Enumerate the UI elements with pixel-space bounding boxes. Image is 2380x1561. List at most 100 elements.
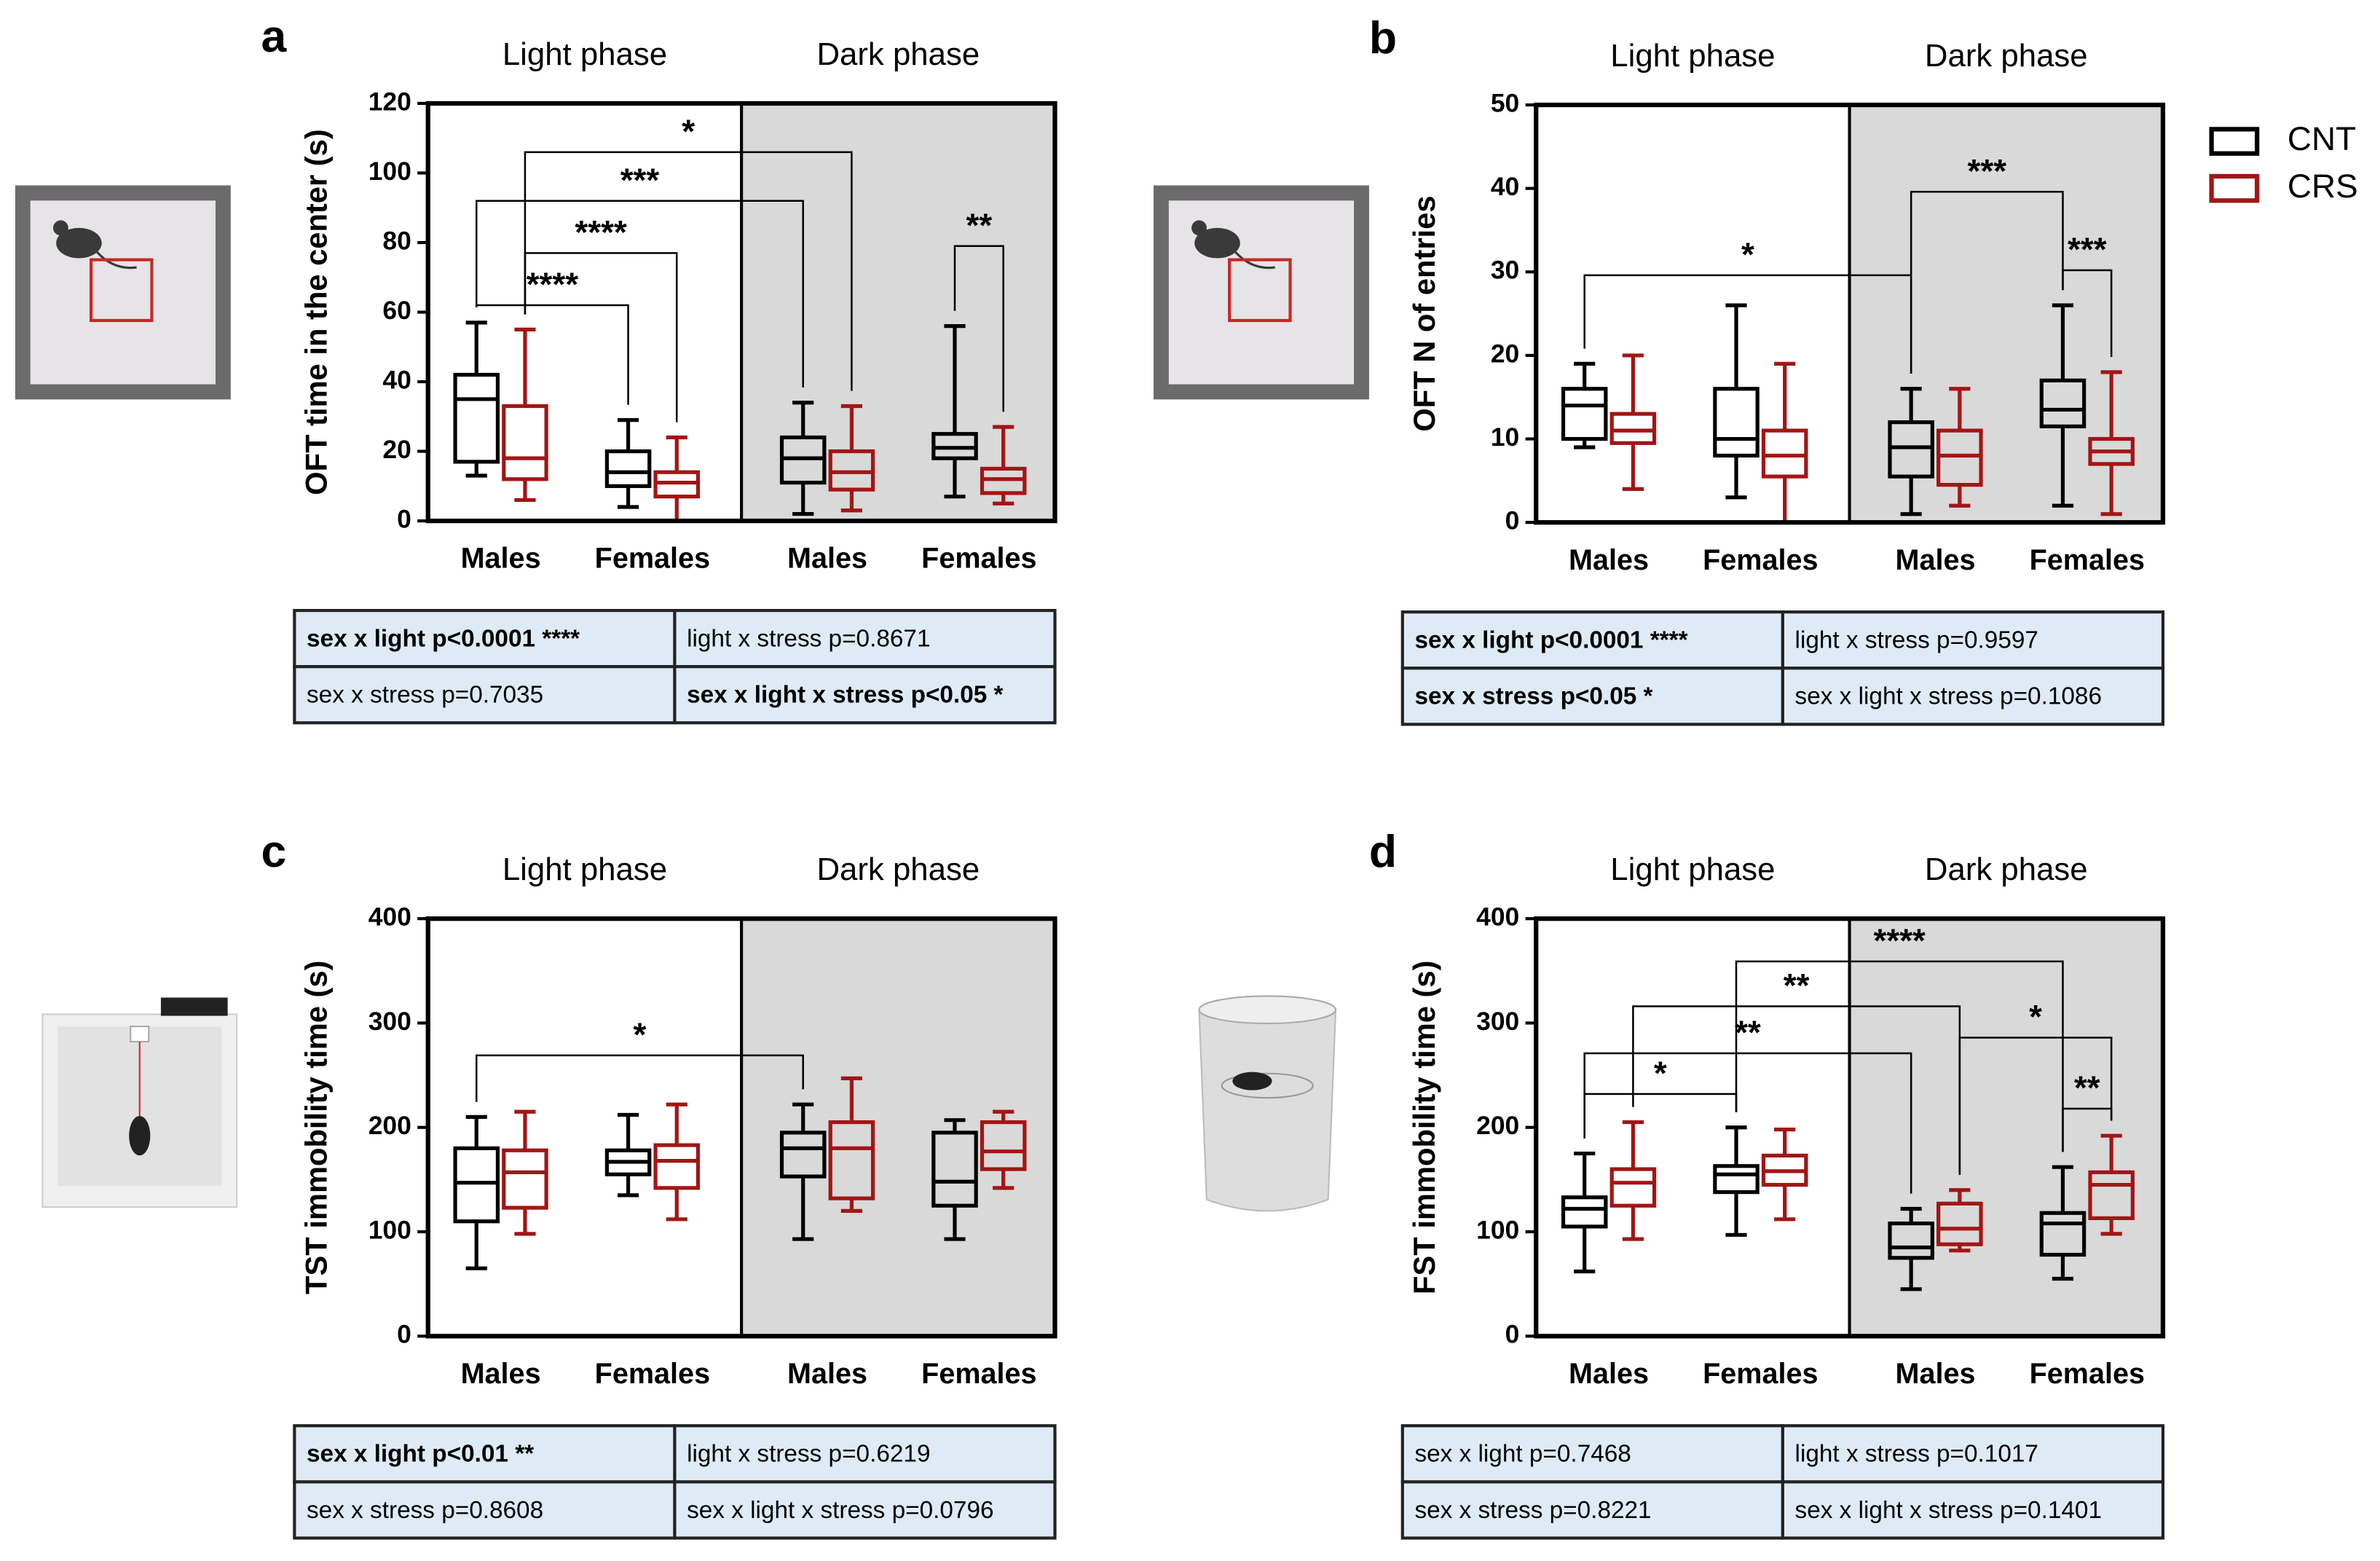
legend-swatch: [2209, 173, 2260, 203]
x-tick-label: Males: [1896, 544, 1976, 576]
phase-label: Dark phase: [816, 36, 980, 72]
icon-forced-swim: [1198, 995, 1337, 1212]
box: [980, 1120, 1027, 1171]
significance-label: ****: [527, 265, 579, 303]
y-tick-label: 20: [382, 435, 411, 464]
legend-label: CRS: [2288, 167, 2358, 205]
panel-letter: c: [261, 826, 286, 877]
x-tick-label: Males: [787, 1358, 867, 1390]
table-text: sex x stress p=0.7035: [307, 682, 543, 709]
table-cell: [293, 608, 677, 669]
phase-label: Dark phase: [1925, 852, 2088, 887]
x-tick-label: Females: [595, 1358, 710, 1390]
table-text: sex x light p<0.01 **: [307, 1441, 534, 1468]
y-tick-label: 60: [382, 296, 411, 325]
y-axis-label: OFT N of entries: [1407, 196, 1441, 432]
significance-bracket: [524, 151, 853, 391]
table-text: sex x light p<0.0001 ****: [1414, 627, 1687, 654]
significance-label: ****: [575, 213, 627, 251]
table-cell: [293, 665, 677, 725]
y-axis-label: OFT time in the center (s): [299, 129, 334, 495]
panel-letter: d: [1369, 826, 1397, 877]
y-axis-label: TST immobility time (s): [299, 961, 334, 1294]
y-tick-label: 400: [369, 903, 411, 932]
table-cell: [673, 665, 1057, 725]
y-tick-label: 200: [369, 1111, 411, 1140]
significance-label: **: [966, 206, 993, 244]
legend-swatch: [2209, 127, 2260, 156]
box: [2039, 1211, 2087, 1257]
phase-shade: [1849, 919, 2163, 1337]
box: [828, 1120, 875, 1200]
y-tick-label: 50: [1491, 88, 1519, 117]
significance-bracket: [1735, 960, 2064, 1152]
significance-label: **: [2074, 1069, 2100, 1106]
phase-label: Light phase: [503, 852, 667, 887]
table-text: sex x light p<0.0001 ****: [307, 626, 580, 653]
table-cell: [673, 1480, 1057, 1540]
table-text: light x stress p=0.1017: [1795, 1441, 2038, 1468]
panel-letter: b: [1369, 12, 1397, 63]
y-tick-label: 80: [382, 226, 411, 255]
table-text: sex x stress p=0.8221: [1414, 1497, 1651, 1524]
significance-bracket: [953, 245, 1004, 412]
box: [502, 404, 548, 481]
y-tick-label: 300: [1476, 1007, 1519, 1036]
y-tick-label: 0: [1505, 1320, 1520, 1349]
phase-label: Dark phase: [816, 852, 980, 887]
y-axis-label: FST immobility time (s): [1407, 961, 1441, 1294]
table-cell: [673, 1424, 1057, 1484]
table-text: sex x light x stress p<0.05 *: [687, 682, 1003, 709]
significance-bracket: [1583, 1093, 1738, 1139]
x-tick-label: Females: [2030, 1358, 2145, 1390]
x-tick-label: Females: [1703, 544, 1818, 576]
table-text: sex x light x stress p=0.0796: [687, 1497, 993, 1524]
significance-bracket: [524, 252, 678, 422]
box: [502, 1148, 548, 1210]
box: [1761, 428, 1808, 479]
table-cell: [673, 608, 1057, 669]
y-tick-label: 0: [397, 1320, 411, 1349]
x-tick-label: Females: [921, 1358, 1036, 1390]
x-tick-label: Males: [461, 1358, 541, 1390]
x-tick-label: Females: [921, 543, 1036, 575]
significance-label: ***: [620, 161, 660, 199]
significance-label: *: [634, 1015, 647, 1053]
significance-label: **: [1784, 967, 1810, 1004]
box: [931, 1131, 978, 1208]
phase-label: Light phase: [1610, 38, 1775, 74]
y-tick-label: 120: [369, 87, 411, 116]
y-tick-label: 10: [1491, 422, 1519, 452]
significance-bracket: [475, 1054, 804, 1102]
y-tick-label: 30: [1491, 256, 1519, 285]
box: [1888, 420, 1934, 479]
table-text: sex x light x stress p=0.1086: [1795, 683, 2102, 710]
y-tick-label: 300: [369, 1007, 411, 1036]
y-tick-label: 100: [1476, 1215, 1519, 1244]
table-text: light x stress p=0.8671: [687, 626, 930, 653]
significance-label: *: [1654, 1054, 1667, 1092]
x-tick-label: Males: [787, 543, 867, 575]
y-tick-label: 100: [369, 1215, 411, 1244]
box: [453, 1146, 500, 1224]
x-tick-label: Females: [595, 543, 710, 575]
x-tick-label: Females: [1703, 1358, 1818, 1390]
box: [1561, 387, 1608, 441]
box: [779, 1131, 827, 1179]
box: [1936, 1201, 1983, 1246]
significance-label: **: [1735, 1013, 1761, 1051]
y-tick-label: 0: [397, 504, 411, 533]
phase-label: Light phase: [1610, 852, 1775, 887]
table-cell: [1781, 1424, 2165, 1484]
phase-label: Dark phase: [1925, 38, 2088, 74]
table-text: sex x light x stress p=0.1401: [1795, 1497, 2102, 1524]
box: [1609, 412, 1657, 445]
table-cell: [1400, 667, 1784, 726]
phase-label: Light phase: [503, 36, 667, 72]
table-cell: [1781, 1480, 2165, 1540]
box: [604, 449, 652, 488]
significance-label: ***: [1968, 152, 2007, 189]
box: [1936, 428, 1983, 487]
table-cell: [1781, 667, 2165, 726]
phase-shade: [741, 919, 1055, 1337]
